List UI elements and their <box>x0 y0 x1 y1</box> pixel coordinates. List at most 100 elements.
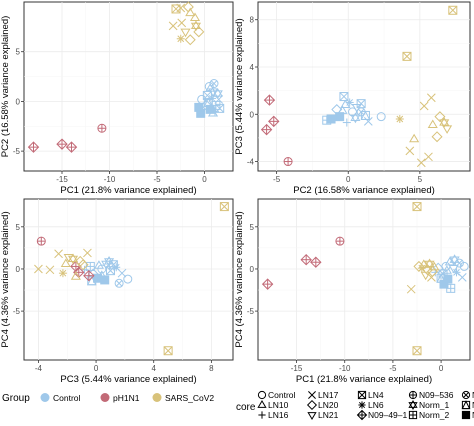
data-points <box>27 1 225 153</box>
data-point <box>376 112 386 122</box>
data-point <box>105 266 115 276</box>
data-point <box>439 117 450 128</box>
plot-frame <box>257 1 471 172</box>
data-point <box>193 26 205 38</box>
data-point <box>424 258 435 270</box>
data-point <box>427 273 436 282</box>
core-legend-symbol <box>356 409 368 421</box>
data-point <box>114 278 124 288</box>
y-tick-label: 0 <box>250 265 255 274</box>
data-points <box>261 202 469 356</box>
data-point <box>436 273 446 283</box>
y-tick-label: 0 <box>16 97 21 106</box>
y-tick-label: -5 <box>247 307 255 316</box>
core-legend-symbol <box>308 391 316 399</box>
data-point <box>261 278 274 290</box>
data-point <box>350 112 361 124</box>
y-tick-label: 5 <box>16 223 21 232</box>
core-legend-symbol <box>307 412 317 420</box>
group-legend-title: Group <box>2 393 30 404</box>
data-point <box>70 271 81 280</box>
x-tick-label: 5 <box>418 175 423 184</box>
core-legend-label: Norm_3 <box>472 390 474 400</box>
core-legend-symbol <box>257 400 267 408</box>
data-point <box>176 3 186 13</box>
data-point <box>185 7 196 17</box>
data-point <box>215 103 225 113</box>
data-point <box>283 157 293 167</box>
core-legend-symbol <box>257 390 267 400</box>
data-point <box>108 260 118 270</box>
data-point <box>176 34 185 43</box>
y-axis-label: PC4 (4.36% variance explained) <box>234 211 245 347</box>
data-point <box>340 99 351 108</box>
data-point <box>429 261 440 271</box>
data-point <box>177 18 187 28</box>
core-legend-label: LN6 <box>368 400 384 410</box>
data-point <box>27 141 40 153</box>
plot-frame <box>23 198 234 361</box>
data-point <box>83 269 95 282</box>
core-legend-symbol <box>408 410 418 420</box>
x-axis-label: PC3 (5.44% variance explained) <box>60 374 196 385</box>
x-tick-label: 0 <box>439 364 444 373</box>
data-point <box>448 5 458 15</box>
core-legend-label: LN16 <box>268 410 289 420</box>
scatter-panel-2: -5 0 5 -4 0 4 8 PC2 (16.58% variance explained)… <box>234 1 471 196</box>
data-point <box>83 248 92 258</box>
core-legend-label: LN21 <box>318 410 339 420</box>
data-point <box>209 79 219 89</box>
data-point <box>194 102 204 112</box>
data-point <box>163 346 173 356</box>
data-point <box>405 146 415 156</box>
x-axis-label: PC1 (21.8% variance explained) <box>296 374 432 385</box>
data-points <box>34 202 229 356</box>
data-point <box>212 88 223 99</box>
data-point <box>260 123 273 136</box>
x-tick-label: 0 <box>202 175 207 184</box>
data-point <box>431 131 443 143</box>
core-legend-label: Norm_4 <box>472 400 474 410</box>
core-legend-label: LN10 <box>268 400 289 410</box>
data-point <box>457 273 467 282</box>
core-legend-title: core <box>236 402 256 413</box>
data-point <box>45 265 55 275</box>
core-legend-symbol <box>357 390 367 400</box>
y-tick-label: -5 <box>13 307 21 316</box>
data-point <box>402 51 412 61</box>
scatter-panel-1: -15 -10 -5 0 -5 0 5 PC1 (21.8% variance explain… <box>0 1 234 196</box>
data-point <box>427 119 438 129</box>
data-point <box>97 123 107 133</box>
x-tick-label: -4 <box>35 364 43 373</box>
data-point <box>356 99 366 109</box>
x-axis-label: PC1 (21.8% variance explained) <box>60 185 196 196</box>
data-point <box>60 258 71 268</box>
x-tick-label: 8 <box>209 364 214 373</box>
core-legend-symbol <box>461 400 471 410</box>
gridlines <box>24 199 233 360</box>
data-point <box>180 28 191 38</box>
x-tick-label: -5 <box>273 175 281 184</box>
core-legend-label: LN17 <box>318 390 339 400</box>
y-axis-label: PC2 (16.58% variance explained) <box>0 16 11 158</box>
core-legend-label: N09–49–1 <box>368 410 408 420</box>
core-legend-symbol <box>408 390 418 400</box>
scatter-panel-3: -4 0 4 8 -5 0 5 PC3 (5.44% variance explained) P… <box>0 198 234 385</box>
data-point <box>310 256 322 268</box>
group-legend-label: pH1N1 <box>113 393 140 403</box>
data-point <box>420 271 431 281</box>
data-point <box>432 262 444 274</box>
data-point <box>448 264 459 274</box>
y-tick-label: 0 <box>16 265 21 274</box>
y-tick-label: 5 <box>250 223 255 232</box>
data-point <box>426 93 436 103</box>
data-point <box>168 21 178 31</box>
group-legend-swatch <box>40 393 50 402</box>
data-point <box>268 115 280 128</box>
core-legend: coreControlLN10LN16LN17LN20LN21LN4LN6N09… <box>236 390 474 421</box>
core-legend-symbol <box>461 390 471 400</box>
data-point <box>190 20 202 32</box>
x-tick-label: -10 <box>104 175 116 184</box>
data-point <box>65 141 78 153</box>
core-legend-symbol <box>408 400 418 410</box>
